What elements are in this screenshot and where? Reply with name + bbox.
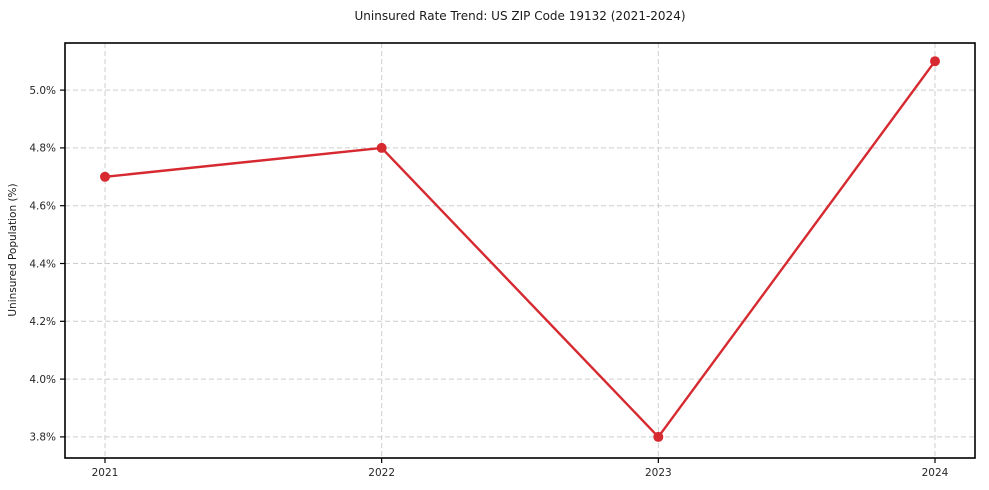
- data-point-marker: [930, 56, 940, 67]
- y-tick-label: 5.0%: [29, 85, 56, 97]
- trend-line: [103, 60, 937, 439]
- y-tick-label: 4.6%: [29, 201, 56, 213]
- x-tick-label: 2024: [922, 467, 949, 479]
- x-tick-label: 2023: [645, 467, 672, 479]
- y-tick-label: 4.4%: [29, 258, 56, 270]
- x-tick-label: 2021: [92, 467, 119, 479]
- data-point-marker: [653, 431, 664, 442]
- data-point-marker: [100, 171, 110, 182]
- y-tick-label: 4.0%: [29, 374, 56, 386]
- y-tick-label: 3.8%: [29, 432, 56, 444]
- plot-border: [64, 42, 976, 459]
- chart-title: Uninsured Rate Trend: US ZIP Code 19132 …: [354, 9, 686, 23]
- data-point-marker: [376, 142, 387, 153]
- y-tick-label: 4.8%: [29, 143, 56, 155]
- x-tick-label: 2022: [368, 467, 395, 479]
- y-tick-label: 4.2%: [29, 316, 56, 328]
